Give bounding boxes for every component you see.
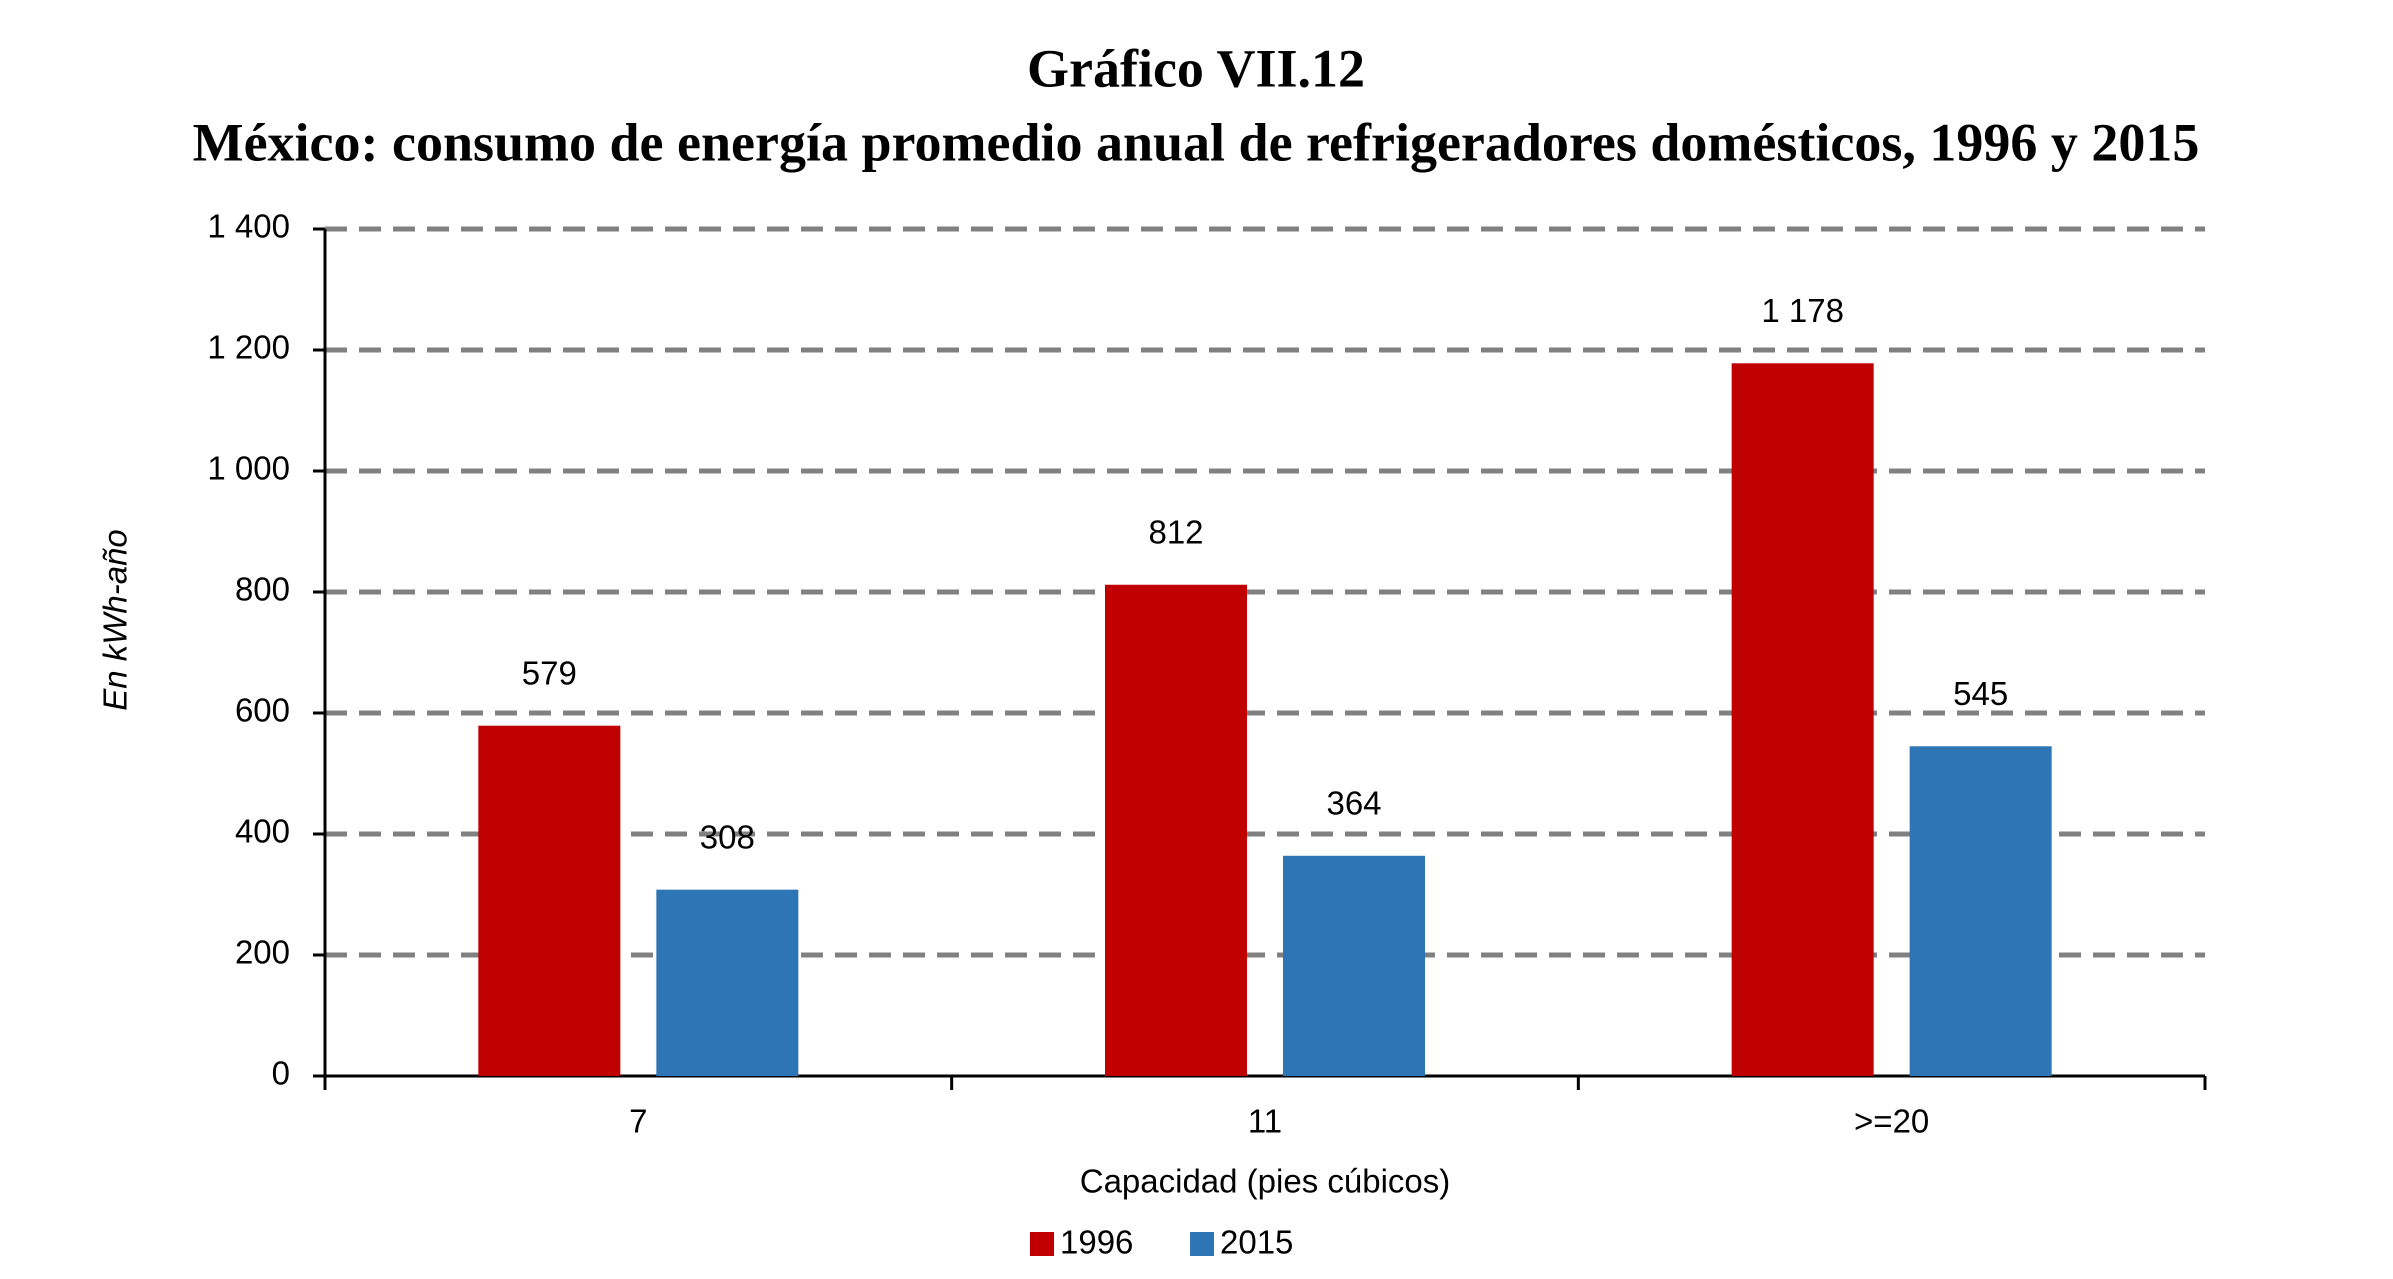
chart-title: Gráfico VII.12 (1027, 38, 1365, 98)
x-axis-label: Capacidad (pies cúbicos) (1080, 1163, 1451, 1200)
data-label: 364 (1326, 784, 1381, 821)
y-tick-label: 1 400 (207, 208, 290, 245)
x-tick-label: 7 (629, 1103, 647, 1140)
data-label: 812 (1148, 513, 1203, 550)
legend-label: 1996 (1060, 1224, 1133, 1261)
bar (1732, 363, 1874, 1076)
x-tick-label: >=20 (1854, 1103, 1929, 1140)
y-tick-label: 600 (235, 692, 290, 729)
legend-swatch (1190, 1232, 1214, 1256)
y-tick-label: 200 (235, 934, 290, 971)
bar (656, 890, 798, 1076)
bar (1105, 585, 1247, 1076)
data-label: 579 (522, 654, 577, 691)
y-tick-label: 800 (235, 571, 290, 608)
legend-label: 2015 (1220, 1224, 1293, 1261)
y-axis-label: En kWh-año (97, 529, 134, 711)
legend-swatch (1030, 1232, 1054, 1256)
y-tick-label: 400 (235, 813, 290, 850)
data-label: 1 178 (1761, 292, 1844, 329)
y-tick-label: 1 200 (207, 329, 290, 366)
y-tick-label: 1 000 (207, 450, 290, 487)
data-label: 308 (700, 818, 755, 855)
bar (478, 726, 620, 1076)
data-label: 545 (1953, 675, 2008, 712)
x-tick-label: 11 (1248, 1103, 1282, 1140)
bar (1910, 746, 2052, 1076)
y-tick-label: 0 (272, 1055, 290, 1092)
chart-subtitle: México: consumo de energía promedio anua… (193, 112, 2200, 172)
bar (1283, 856, 1425, 1076)
chart: Gráfico VII.12 México: consumo de energí… (0, 0, 2393, 1279)
